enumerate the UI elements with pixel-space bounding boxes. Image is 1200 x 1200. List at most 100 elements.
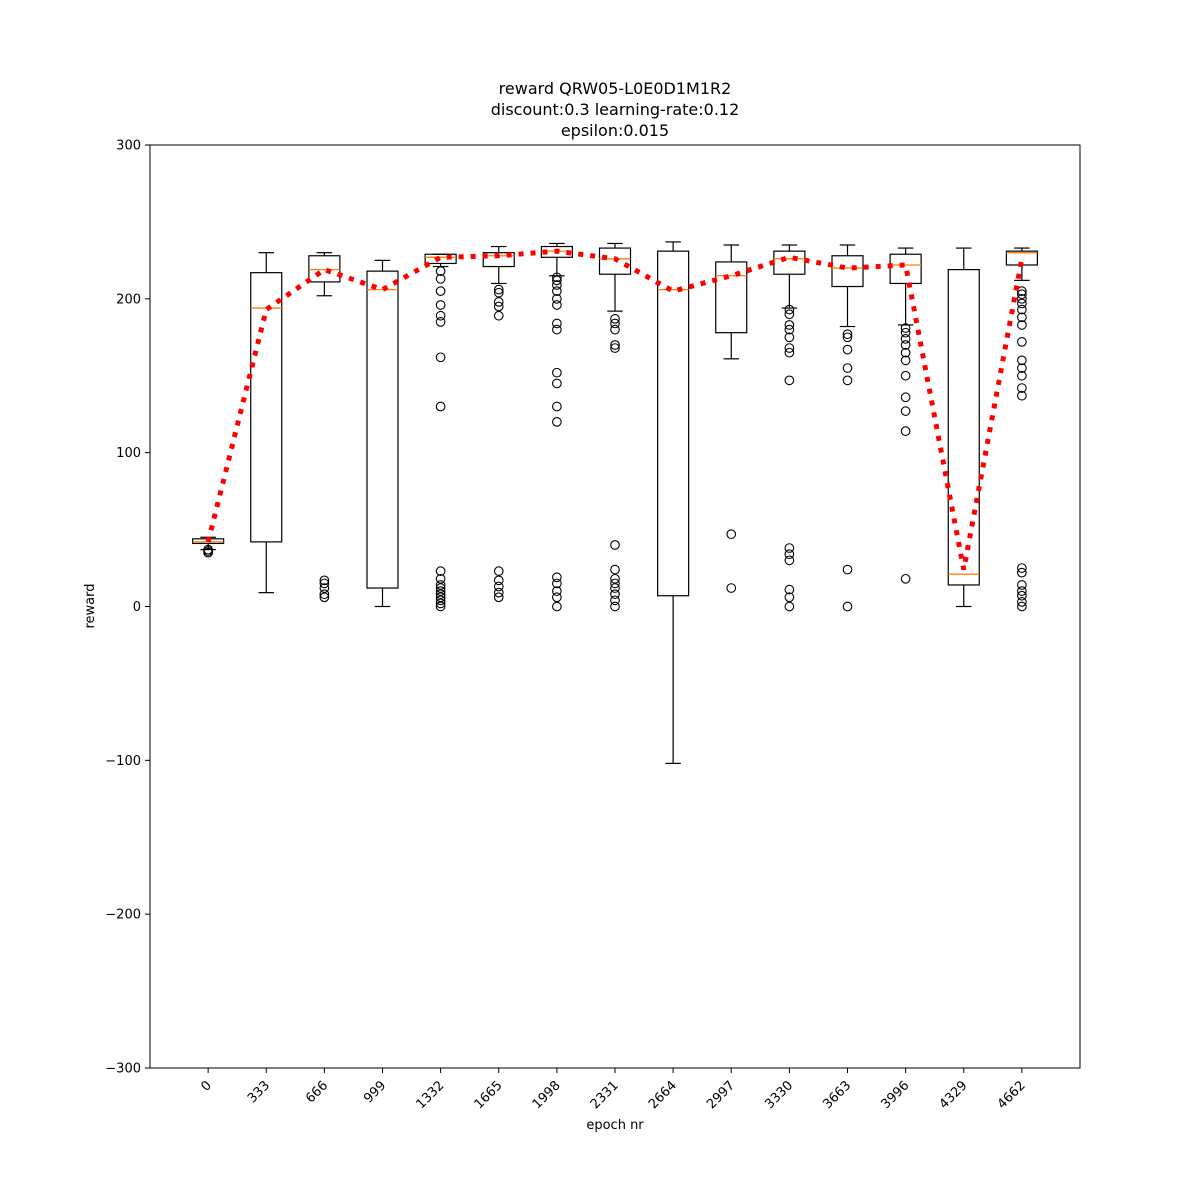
outlier-point xyxy=(493,566,504,576)
outlier-point xyxy=(1017,597,1027,607)
box-333 xyxy=(250,252,283,594)
box-body xyxy=(831,255,864,288)
y-axis-label: reward xyxy=(83,583,98,628)
outlier-point xyxy=(784,347,795,358)
outlier-point xyxy=(319,592,330,603)
outlier-point xyxy=(1017,298,1027,309)
y-tick-label-2: −100 xyxy=(105,754,141,769)
outlier-point xyxy=(435,310,446,321)
outlier-point xyxy=(493,287,504,298)
outlier-point xyxy=(1017,293,1027,304)
outlier-point xyxy=(552,417,562,427)
outlier-point xyxy=(610,324,620,335)
outlier-point xyxy=(1017,390,1027,401)
outlier-point xyxy=(784,543,795,553)
outlier-point xyxy=(319,578,330,589)
outlier-point xyxy=(1017,304,1027,315)
x-tick-label-2997: 2997 xyxy=(704,1078,738,1112)
outlier-point xyxy=(552,586,562,596)
outlier-point xyxy=(784,592,795,603)
outlier-point xyxy=(842,601,853,612)
outlier-point xyxy=(435,401,446,412)
outlier-point xyxy=(552,286,562,296)
outlier-point xyxy=(1017,590,1027,601)
outlier-point xyxy=(203,544,213,555)
outlier-point xyxy=(435,586,446,596)
chart-title: reward QRW05-L0E0D1M1R2 discount:0.3 lea… xyxy=(491,79,740,140)
box-666 xyxy=(308,252,341,603)
outlier-point xyxy=(784,601,795,612)
outlier-point xyxy=(900,426,911,436)
outlier-point xyxy=(1017,337,1027,347)
x-tick-label-4329: 4329 xyxy=(937,1078,971,1112)
x-tick-label-0: 0 xyxy=(198,1078,214,1094)
outlier-point xyxy=(435,352,446,363)
x-tick-label-999: 999 xyxy=(361,1078,389,1106)
outlier-point xyxy=(900,392,911,403)
outlier-point xyxy=(435,592,446,603)
outlier-point xyxy=(900,333,911,344)
outlier-point xyxy=(610,318,620,329)
mean-line xyxy=(205,248,1025,571)
x-tick-label-2331: 2331 xyxy=(588,1078,622,1112)
outlier-point xyxy=(1017,363,1027,373)
outlier-point xyxy=(552,293,562,304)
outlier-point xyxy=(435,595,446,606)
outlier-point xyxy=(435,573,446,584)
box-3663 xyxy=(831,244,864,612)
outlier-point xyxy=(1017,320,1027,330)
outlier-point xyxy=(435,589,446,600)
box-999 xyxy=(366,259,399,608)
outlier-point xyxy=(1017,580,1027,590)
x-tick-label-3330: 3330 xyxy=(762,1078,796,1112)
outlier-point xyxy=(900,347,911,358)
chart-title-line-1: reward QRW05-L0E0D1M1R2 xyxy=(499,79,732,98)
outlier-point xyxy=(552,272,562,283)
y-tick-label-1: −200 xyxy=(105,908,141,923)
box-4662 xyxy=(1005,247,1038,612)
box-body xyxy=(773,250,806,275)
y-axis: −300 −200 −100 0 100 200 300 xyxy=(105,139,150,1077)
outlier-point xyxy=(435,273,446,284)
outlier-point xyxy=(784,549,795,560)
box-body xyxy=(366,270,399,589)
outlier-point xyxy=(319,583,330,593)
outlier-point xyxy=(842,344,853,355)
outlier-point xyxy=(435,580,446,590)
outlier-point xyxy=(435,583,446,593)
outlier-point xyxy=(552,318,562,329)
outlier-point xyxy=(552,578,562,589)
x-tick-label-3996: 3996 xyxy=(878,1078,912,1112)
box-3996 xyxy=(889,247,922,584)
outlier-point xyxy=(1017,563,1027,573)
x-tick-label-333: 333 xyxy=(245,1078,273,1106)
outlier-point xyxy=(435,317,446,327)
box-body xyxy=(657,250,690,597)
plot-area xyxy=(192,241,1038,765)
chart-title-line-2: discount:0.3 learning-rate:0.12 xyxy=(491,100,740,119)
outlier-point xyxy=(435,601,446,612)
x-tick-label-1998: 1998 xyxy=(530,1078,564,1112)
outlier-point xyxy=(1017,312,1027,323)
outlier-point xyxy=(435,286,446,296)
outlier-point xyxy=(552,378,562,389)
x-tick-label-1665: 1665 xyxy=(472,1078,506,1112)
outlier-point xyxy=(900,323,911,333)
x-axis: 0 333 666 999 1332 1665 1998 2331 2664 2997 3330 36… xyxy=(198,1068,1029,1112)
box-1332 xyxy=(424,253,457,612)
outlier-point xyxy=(552,275,562,286)
y-tick-label-3: 0 xyxy=(133,600,141,615)
y-tick-label-5: 200 xyxy=(116,292,141,307)
outlier-point xyxy=(1017,383,1027,393)
outlier-point xyxy=(610,589,620,600)
outlier-point xyxy=(552,601,562,612)
outlier-point xyxy=(435,566,446,576)
outlier-point xyxy=(435,598,446,609)
outlier-point xyxy=(900,340,911,350)
box-body xyxy=(598,247,632,275)
outlier-point xyxy=(726,583,737,593)
outlier-point xyxy=(610,573,620,584)
outlier-point xyxy=(552,572,562,583)
outlier-point xyxy=(493,301,504,312)
outlier-point xyxy=(435,266,446,276)
